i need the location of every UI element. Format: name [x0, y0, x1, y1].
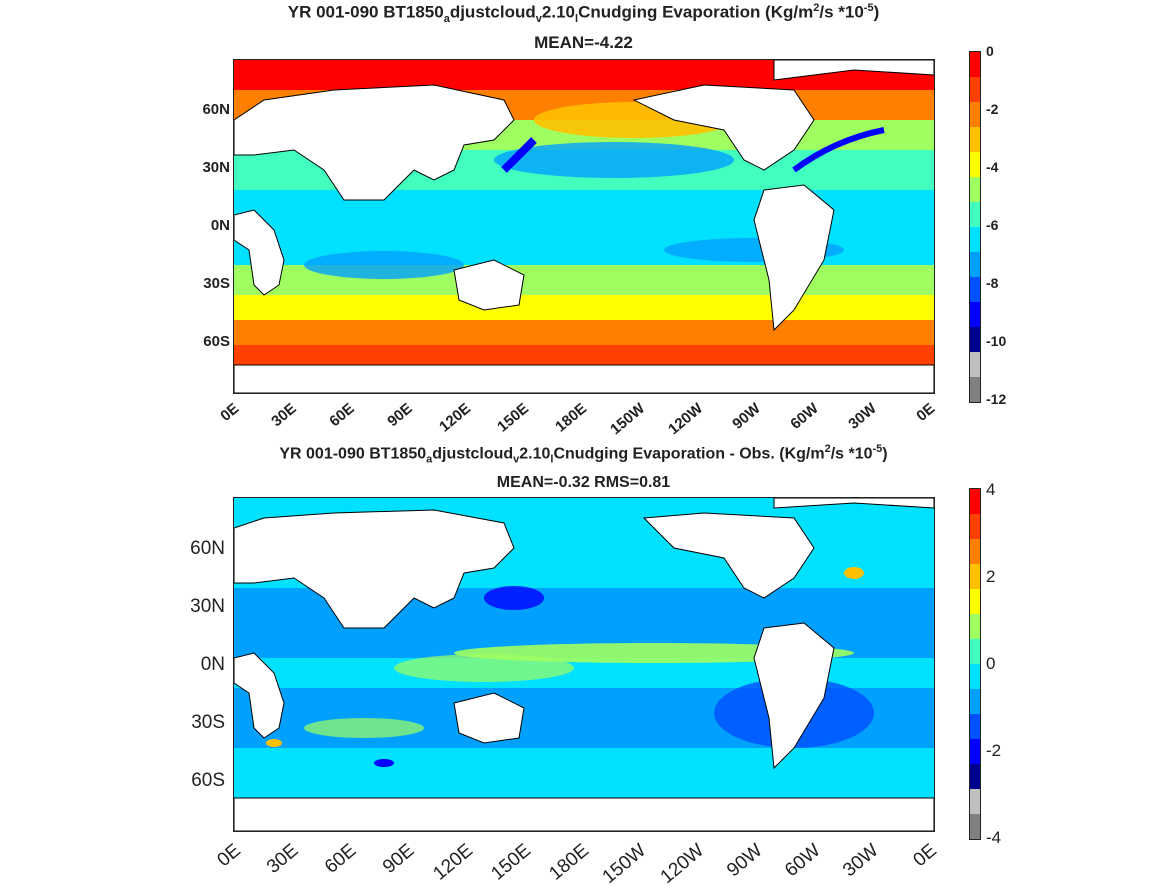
panel-2-ytick-60n: 60N [190, 538, 225, 559]
panel-1-ytick-60n: 60N [202, 101, 230, 118]
panel-1-xtick-60w: 60W [787, 400, 822, 433]
panel-1-xtick-150e: 150E [494, 400, 532, 436]
panel-2-cbtick-0: 0 [986, 654, 996, 673]
panel-2-map [233, 497, 935, 832]
panel-1-cbtick-m2: -2 [986, 101, 999, 117]
panel-1-ytick-30s: 30S [203, 275, 230, 292]
panel-2-title: YR 001-090 BT1850adjustcloudv2.10lCnudgi… [279, 443, 888, 466]
panel-1-xtick-30w: 30W [845, 400, 880, 433]
evaporation-bias-map [234, 498, 934, 831]
panel-2-cbtick-4: 4 [986, 480, 996, 499]
panel-1-xtick-0e: 0E [216, 400, 242, 425]
panel-2-xtick-60e: 60E [321, 840, 361, 878]
panel-1-cbtick-0: 0 [986, 43, 994, 59]
panel-2-xtick-150e: 150E [487, 840, 535, 885]
panel-2-xtick-0e-end: 0E [909, 840, 941, 872]
panel-1-colorbar [969, 51, 981, 403]
panel-1-colorbar-scale [970, 52, 980, 402]
panel-1-xtick-60e: 60E [326, 400, 358, 431]
panel-2-cbtick-m2: -2 [986, 741, 1002, 760]
panel-2-xtick-120w: 120W [656, 840, 709, 888]
panel-2-cbtick-m4: -4 [986, 828, 1002, 847]
panel-1-subtitle: MEAN=-4.22 [534, 33, 633, 52]
panel-1-ytick-0n: 0N [210, 217, 230, 234]
panel-2-xtick-30e: 30E [263, 840, 303, 878]
panel-1-xtick-90w: 90W [729, 400, 764, 433]
panel-2-colorbar [969, 488, 981, 840]
panel-1-cbtick-m8: -8 [986, 275, 999, 291]
panel-1-xtick-180e: 180E [552, 400, 590, 436]
panel-2-cbtick-2: 2 [986, 567, 996, 586]
panel-1-cbtick-m4: -4 [986, 159, 999, 175]
panel-2-ytick-0n: 0N [200, 654, 225, 675]
panel-1-xtick-120e: 120E [436, 400, 474, 436]
panel-2-xtick-180e: 180E [545, 840, 593, 885]
panel-1-cbtick-m10: -10 [986, 333, 1007, 349]
panel-1-title: YR 001-090 BT1850adjustcloudv2.10lCnudgi… [287, 2, 880, 26]
evaporation-field-map [234, 60, 934, 393]
panel-1-cbtick-m6: -6 [986, 217, 999, 233]
panel-1-ytick-60s: 60S [203, 333, 230, 350]
panel-2-xtick-150w: 150W [598, 840, 651, 888]
panel-1-cbtick-m12: -12 [986, 391, 1007, 407]
panel-2-xtick-90w: 90W [723, 840, 767, 882]
panel-1-xtick-120w: 120W [664, 400, 706, 439]
panel-2-xtick-60w: 60W [781, 840, 825, 882]
panel-2-xtick-30w: 30W [839, 840, 883, 882]
panel-2-xtick-0e: 0E [213, 840, 245, 872]
panel-1-xtick-0e-end: 0E [912, 400, 938, 425]
panel-1-ytick-30n: 30N [202, 159, 230, 176]
panel-1-xtick-90e: 90E [384, 400, 416, 431]
panel-1-xtick-150w: 150W [606, 400, 648, 439]
panel-1-map [233, 59, 935, 394]
panel-2-ytick-30n: 30N [190, 596, 225, 617]
panel-2-subtitle: MEAN=-0.32 RMS=0.81 [496, 474, 671, 491]
panel-2-colorbar-scale [970, 489, 980, 839]
panel-2-xtick-90e: 90E [379, 840, 419, 878]
panel-2-ytick-30s: 30S [191, 712, 225, 733]
panel-1-xtick-30e: 30E [268, 400, 300, 431]
panel-2-xtick-120e: 120E [429, 840, 477, 885]
panel-2-ytick-60s: 60S [191, 770, 225, 791]
